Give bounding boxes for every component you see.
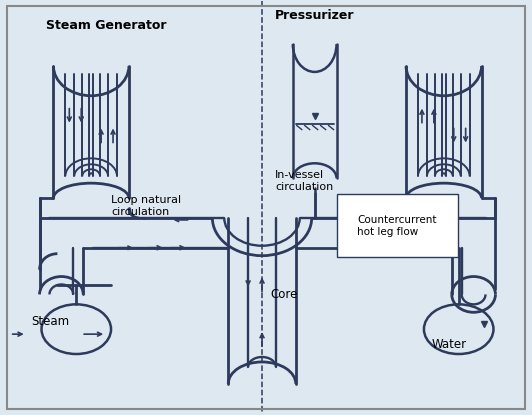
Text: Countercurrent
hot leg flow: Countercurrent hot leg flow xyxy=(358,215,437,237)
Text: Steam: Steam xyxy=(31,315,70,328)
Text: Pressurizer: Pressurizer xyxy=(275,9,354,22)
Text: Water: Water xyxy=(431,337,467,351)
Ellipse shape xyxy=(41,304,111,354)
Ellipse shape xyxy=(424,304,494,354)
Text: In-vessel
circulation: In-vessel circulation xyxy=(275,170,333,192)
Text: Steam Generator: Steam Generator xyxy=(46,19,167,32)
Text: Core: Core xyxy=(270,288,297,301)
Text: Loop natural
circulation: Loop natural circulation xyxy=(111,195,181,217)
